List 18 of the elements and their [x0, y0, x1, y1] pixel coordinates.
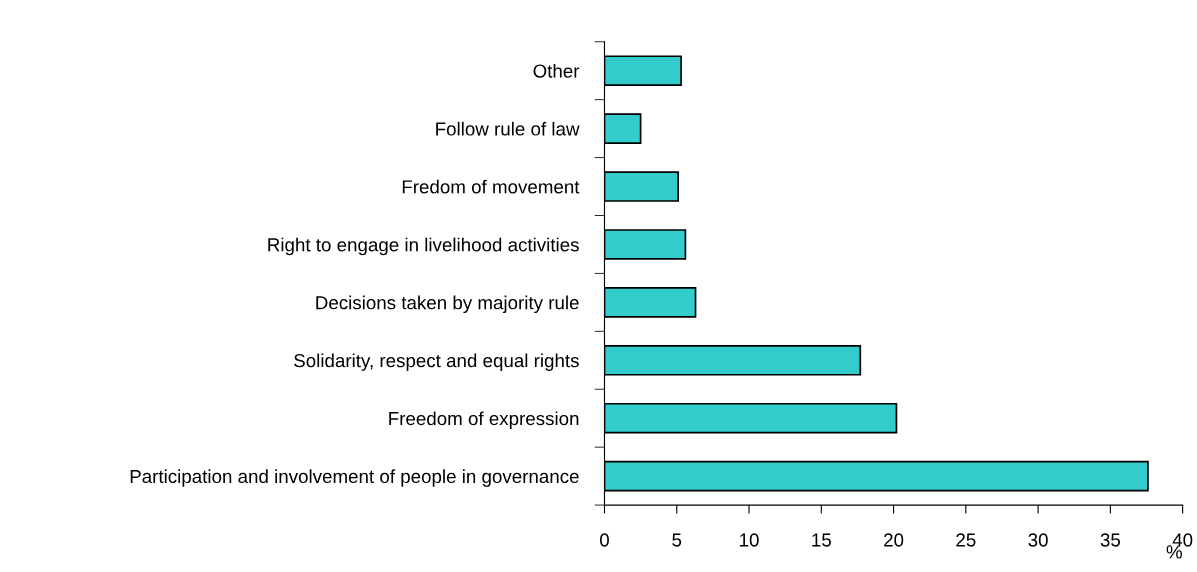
- y-tick-label: Other: [533, 63, 580, 78]
- x-tick-label: 15: [812, 533, 831, 547]
- y-tick-label: Decisions taken by majority rule: [316, 295, 579, 314]
- y-tick-label: Fredom of movement: [402, 179, 580, 194]
- x-tick-label: 5: [672, 533, 682, 547]
- y-tick-label: Follow rule of law: [436, 121, 580, 136]
- x-tick-label: 30: [1028, 533, 1048, 547]
- x-tick-label: 10: [740, 533, 759, 547]
- y-tick-label: Participation and involvement of people in governance: [130, 469, 579, 487]
- x-tick-label: 40: [1172, 533, 1193, 547]
- x-tick-label: 25: [956, 533, 976, 547]
- x-tick-label: 20: [884, 533, 904, 547]
- y-tick-label: Freedom of expression: [389, 411, 579, 429]
- x-tick-label: 0: [600, 533, 609, 547]
- y-tick-label: Right to engage in livelihood activities: [268, 237, 579, 256]
- x-tick-label: 35: [1100, 533, 1121, 547]
- x-axis-title: %: [1166, 545, 1182, 559]
- y-tick-label: Solidarity, respect and equal rights: [294, 353, 579, 371]
